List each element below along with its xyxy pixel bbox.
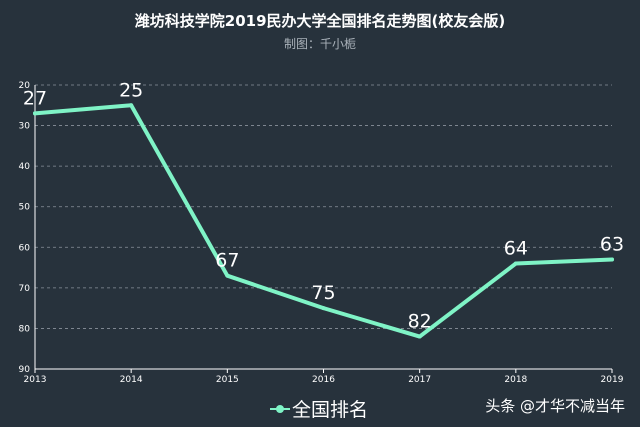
data-label: 27 [23, 87, 47, 109]
data-point[interactable] [610, 257, 614, 262]
legend[interactable]: 全国排名 [270, 399, 368, 421]
watermark: 头条 @才华不减当年 [485, 397, 625, 415]
y-tick-label: 40 [19, 162, 31, 172]
chart-title: 潍坊科技学院2019民办大学全国排名走势图(校友会版) [135, 12, 505, 30]
x-tick-label: 2017 [408, 375, 431, 385]
data-labels: 27 25 67 75 82 64 63 [23, 79, 624, 332]
data-label: 25 [119, 79, 143, 101]
data-label: 67 [215, 250, 239, 272]
y-tick-label: 80 [19, 324, 31, 334]
y-tick-label: 20 [19, 81, 31, 91]
data-label: 63 [600, 233, 624, 255]
y-tick-label: 90 [19, 365, 31, 375]
y-tick-label: 60 [19, 243, 31, 253]
data-point[interactable] [225, 273, 230, 278]
series-group [33, 103, 614, 339]
data-point[interactable] [321, 306, 326, 311]
legend-dot-marker [276, 405, 284, 413]
data-point[interactable] [417, 334, 422, 339]
data-label: 64 [504, 238, 528, 260]
data-label: 82 [408, 311, 432, 333]
y-tick-label: 70 [19, 284, 31, 294]
x-tick-label: 2013 [24, 375, 47, 385]
data-label: 75 [311, 282, 335, 304]
y-axis: 20 30 40 50 60 70 80 90 [19, 81, 36, 375]
x-tick-label: 2016 [312, 375, 335, 385]
x-axis: 2013 2014 2015 2016 2017 2018 2019 [24, 368, 624, 385]
y-tick-label: 50 [19, 203, 31, 213]
data-point[interactable] [129, 103, 134, 108]
x-tick-label: 2015 [216, 375, 239, 385]
x-tick-label: 2019 [601, 375, 624, 385]
data-point[interactable] [513, 261, 518, 266]
legend-label: 全国排名 [292, 399, 368, 421]
chart-subtitle: 制图：千小栀 [284, 37, 356, 51]
x-tick-label: 2018 [504, 375, 527, 385]
data-point[interactable] [33, 111, 37, 116]
x-tick-label: 2014 [120, 375, 143, 385]
grid-lines [35, 84, 612, 329]
y-tick-label: 30 [19, 122, 31, 132]
